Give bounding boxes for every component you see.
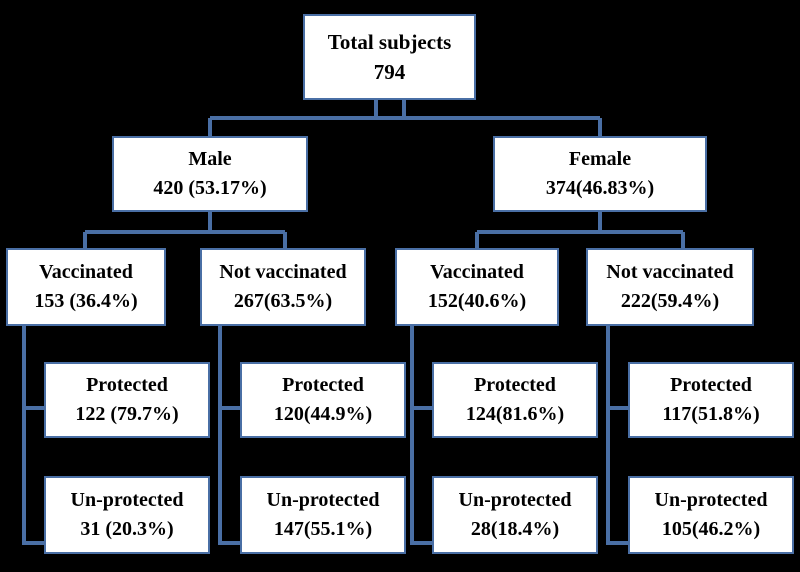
female-notvacc-unprotected-node: Un-protected 105(46.2%) [628, 476, 794, 554]
female-not-vaccinated-node: Not vaccinated 222(59.4%) [586, 248, 754, 326]
root-node: Total subjects 794 [303, 14, 476, 100]
male-notvacc-protected-value: 120(44.9%) [273, 403, 373, 425]
female-vacc-protected-node: Protected 124(81.6%) [432, 362, 598, 438]
male-value: 420 (53.17%) [153, 177, 267, 199]
male-vacc-unprotected-node: Un-protected 31 (20.3%) [44, 476, 210, 554]
male-notvacc-unprotected-label: Un-protected [266, 489, 380, 511]
female-vaccinated-node: Vaccinated 152(40.6%) [395, 248, 559, 326]
female-value: 374(46.83%) [545, 177, 655, 199]
male-notvacc-protected-node: Protected 120(44.9%) [240, 362, 406, 438]
female-notvacc-protected-node: Protected 117(51.8%) [628, 362, 794, 438]
male-vacc-unprotected-label: Un-protected [70, 489, 184, 511]
male-vacc-protected-node: Protected 122 (79.7%) [44, 362, 210, 438]
male-notvacc-unprotected-node: Un-protected 147(55.1%) [240, 476, 406, 554]
female-vacc-unprotected-label: Un-protected [458, 489, 572, 511]
female-notvacc-unprotected-value: 105(46.2%) [661, 518, 761, 540]
female-not-vaccinated-label: Not vaccinated [606, 261, 734, 283]
root-label: Total subjects [327, 29, 452, 54]
connector-female-vacc-outcome [410, 326, 432, 545]
female-notvacc-unprotected-label: Un-protected [654, 489, 768, 511]
connector-female-notvacc-outcome [606, 326, 628, 545]
male-vacc-protected-value: 122 (79.7%) [75, 403, 179, 425]
connector-male-vacc-outcome [22, 326, 44, 545]
connector-male-vacc [83, 212, 287, 248]
male-vaccinated-node: Vaccinated 153 (36.4%) [6, 248, 166, 326]
male-vaccinated-label: Vaccinated [39, 261, 133, 283]
female-notvacc-protected-value: 117(51.8%) [662, 403, 760, 425]
male-not-vaccinated-value: 267(63.5%) [233, 290, 333, 312]
female-vacc-protected-label: Protected [474, 374, 556, 396]
female-vacc-unprotected-value: 28(18.4%) [470, 518, 560, 540]
male-notvacc-protected-label: Protected [282, 374, 364, 396]
female-label: Female [568, 148, 632, 170]
female-node: Female 374(46.83%) [493, 136, 707, 212]
female-not-vaccinated-value: 222(59.4%) [620, 290, 720, 312]
male-label: Male [188, 148, 232, 170]
connector-male-notvacc-outcome [218, 326, 240, 545]
male-vacc-protected-label: Protected [86, 374, 168, 396]
female-vaccinated-label: Vaccinated [430, 261, 524, 283]
male-notvacc-unprotected-value: 147(55.1%) [273, 518, 373, 540]
male-not-vaccinated-label: Not vaccinated [219, 261, 347, 283]
connector-root-gender [208, 100, 602, 136]
female-vacc-protected-value: 124(81.6%) [465, 403, 565, 425]
female-vacc-unprotected-node: Un-protected 28(18.4%) [432, 476, 598, 554]
male-vacc-unprotected-value: 31 (20.3%) [80, 518, 174, 540]
male-vaccinated-value: 153 (36.4%) [34, 290, 138, 312]
female-vaccinated-value: 152(40.6%) [427, 290, 527, 312]
male-not-vaccinated-node: Not vaccinated 267(63.5%) [200, 248, 366, 326]
root-value: 794 [373, 60, 406, 84]
male-node: Male 420 (53.17%) [112, 136, 308, 212]
female-notvacc-protected-label: Protected [670, 374, 752, 396]
connector-female-vacc [475, 212, 685, 248]
